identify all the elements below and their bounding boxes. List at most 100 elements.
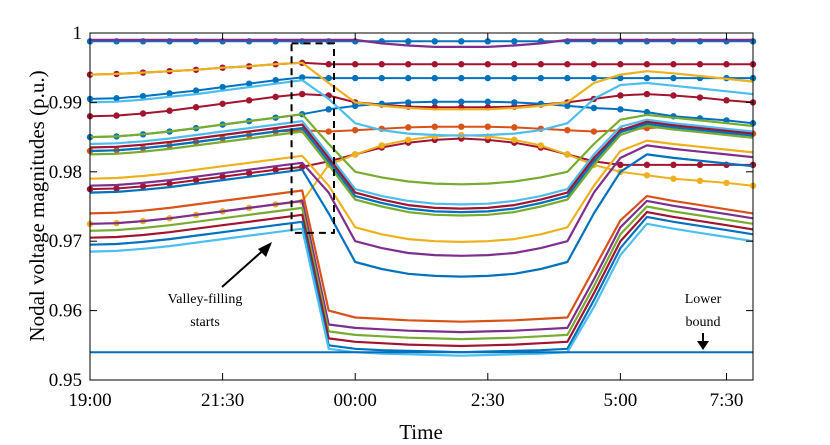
series-point-node-02: [405, 61, 412, 68]
series-point-node-08: [405, 136, 412, 144]
series-line-node-15: [89, 122, 754, 214]
series-point-node-03: [643, 74, 651, 82]
series-point-node-08: [378, 142, 385, 149]
lower-bound-arrow-head: [697, 341, 709, 350]
series-point-node-08: [564, 151, 571, 158]
series-point-node-02: [564, 61, 571, 68]
series-point-node-04: [245, 97, 253, 104]
series-point-node-03: [670, 74, 677, 82]
series-point-node-04: [298, 90, 306, 98]
y-tick-label: 0.95: [49, 370, 82, 391]
y-tick-label: 0.96: [49, 301, 82, 322]
series-point-node-05: [484, 98, 491, 105]
series-point-node-03: [458, 74, 465, 82]
series-point-node-03: [511, 74, 518, 82]
series-point-node-07: [272, 166, 279, 173]
series-point-node-05: [617, 106, 624, 113]
series-line-node-16: [89, 124, 754, 217]
series-point-node-02: [431, 61, 438, 68]
series-point-node-03: [405, 74, 412, 82]
series-point-node-04: [617, 92, 624, 99]
series-point-node-07: [670, 161, 677, 169]
valley-filling-label-line1: Valley-filling: [168, 292, 243, 307]
series-point-node-07: [617, 161, 624, 169]
series-point-node-04: [696, 94, 704, 101]
series-point-node-03: [537, 74, 545, 82]
series-line-node-22: [89, 205, 754, 341]
series-point-node-05: [325, 106, 332, 113]
x-tick-label: 5:00: [604, 390, 638, 411]
series-line-node-04: [89, 93, 754, 118]
series-point-node-03: [590, 74, 598, 82]
series-point-node-08: [352, 151, 359, 158]
series-point-node-06: [325, 128, 332, 135]
series-point-node-05: [590, 104, 598, 112]
series-point-node-01: [484, 38, 491, 45]
x-axis-label: Time: [399, 420, 443, 444]
series-point-node-04: [643, 90, 651, 98]
series-point-node-05: [458, 98, 465, 105]
lower-bound-label-line1: Lower: [685, 292, 722, 307]
series-point-node-03: [113, 95, 120, 102]
series-point-node-08: [511, 136, 518, 144]
series-point-node-08: [696, 177, 704, 185]
series-point-node-04: [166, 107, 173, 114]
series-point-node-01: [511, 38, 518, 45]
series-layer: [86, 38, 757, 357]
series-point-node-05: [564, 102, 571, 110]
series-point-node-04: [219, 100, 226, 107]
series-point-node-03: [484, 74, 491, 82]
series-point-node-04: [272, 93, 279, 101]
series-point-node-08: [643, 172, 651, 179]
series-line-node-25: [89, 222, 754, 357]
series-point-node-03: [272, 76, 279, 84]
series-point-node-02: [325, 61, 332, 68]
series-point-node-05: [352, 102, 359, 110]
valley-filling-arrow-head: [258, 242, 272, 257]
series-point-node-05: [431, 98, 438, 105]
x-tick-label: 19:00: [68, 390, 111, 411]
series-point-node-08: [723, 179, 730, 187]
series-point-node-02: [378, 61, 385, 68]
series-point-node-02: [511, 61, 518, 68]
series-line-node-10: [89, 61, 754, 111]
series-point-node-03: [298, 74, 306, 81]
series-point-node-05: [511, 99, 518, 106]
series-line-node-03: [89, 76, 753, 100]
y-tick-label: 0.98: [49, 162, 82, 183]
series-point-node-03: [139, 92, 147, 100]
series-point-node-02: [696, 61, 704, 68]
series-point-node-02: [537, 61, 545, 68]
series-point-node-03: [352, 74, 359, 82]
series-point-node-04: [139, 110, 147, 117]
series-point-node-07: [113, 185, 120, 192]
series-point-node-07: [219, 173, 226, 180]
series-point-node-06: [352, 126, 359, 134]
series-point-node-06: [458, 123, 465, 130]
tick-layer: 0.95 0.96 0.97 0.98 0.99 1 19:00 21:30 00:00 2:30…: [49, 23, 753, 411]
valley-filling-arrow-shaft: [221, 245, 269, 288]
series-point-node-06: [484, 123, 491, 130]
y-tick-label: 1: [73, 23, 83, 44]
series-line-node-13: [89, 118, 754, 206]
y-tick-label: 0.97: [49, 231, 82, 252]
series-point-node-03: [617, 74, 624, 82]
series-point-node-03: [431, 74, 438, 82]
series-line-node-07: [89, 137, 753, 191]
series-line-node-21: [89, 199, 754, 334]
series-point-node-03: [245, 80, 253, 87]
series-point-node-07: [166, 180, 173, 187]
x-tick-label: 00:00: [334, 390, 377, 411]
series-point-node-01: [431, 38, 438, 45]
series-point-node-02: [617, 61, 624, 68]
x-tick-label: 7:30: [710, 390, 744, 411]
series-point-node-02: [670, 61, 677, 68]
series-point-node-03: [166, 90, 173, 97]
series-point-node-02: [590, 61, 598, 68]
series-line-node-11: [89, 79, 754, 137]
series-line-node-20: [89, 189, 754, 323]
series-line-node-09: [90, 38, 753, 49]
series-point-node-03: [325, 74, 332, 82]
x-tick-label: 21:30: [201, 390, 244, 411]
